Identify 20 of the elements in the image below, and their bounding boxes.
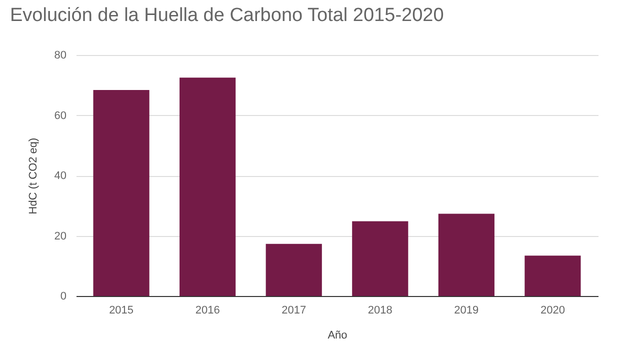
y-tick-label: 80 xyxy=(54,50,66,62)
bar xyxy=(352,221,408,296)
y-tick-label: 60 xyxy=(54,110,66,122)
x-tick-label: 2015 xyxy=(109,304,134,316)
y-tick-label: 20 xyxy=(54,230,66,242)
x-tick-label: 2017 xyxy=(282,304,306,316)
x-tick-label: 2016 xyxy=(195,304,220,316)
bar xyxy=(180,78,236,296)
y-tick-label: 0 xyxy=(60,290,66,302)
y-tick-label: 40 xyxy=(54,170,66,182)
x-tick-label: 2019 xyxy=(454,304,479,316)
x-tick-label: 2018 xyxy=(368,304,392,316)
bar xyxy=(93,90,150,296)
chart-title: Evolución de la Huella de Carbono Total 2015-2020 xyxy=(10,5,444,26)
bar xyxy=(438,214,494,296)
x-tick-label: 2020 xyxy=(540,304,565,316)
x-axis-title: Año xyxy=(328,330,348,342)
bar xyxy=(524,256,581,296)
y-axis-title: HdC (t CO2 eq) xyxy=(27,138,40,214)
bar xyxy=(266,244,322,296)
